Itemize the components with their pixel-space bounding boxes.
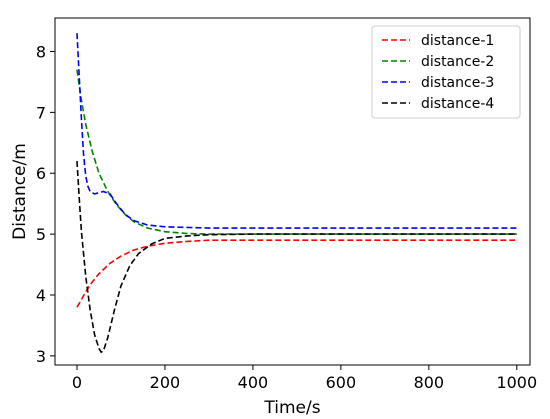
y-tick-label: 8 xyxy=(36,42,46,61)
y-tick-label: 4 xyxy=(36,286,46,305)
x-axis-label: Time/s xyxy=(263,398,320,418)
y-tick-label: 7 xyxy=(36,103,46,122)
series-line-distance-1 xyxy=(76,239,517,308)
legend-label: distance-4 xyxy=(421,96,494,112)
x-tick-label: 400 xyxy=(238,373,269,392)
x-tick-label: 600 xyxy=(326,373,357,392)
series-line-distance-4 xyxy=(76,161,517,354)
plot-frame xyxy=(54,17,531,366)
x-tick-label: 200 xyxy=(150,373,181,392)
y-tick-label: 3 xyxy=(36,347,46,366)
y-tick-label: 5 xyxy=(36,225,46,244)
y-tick-label: 6 xyxy=(36,164,46,183)
legend-label: distance-1 xyxy=(421,33,494,49)
series-line-distance-2 xyxy=(76,69,517,235)
y-axis-label: Distance/m xyxy=(10,143,30,240)
x-tick-label: 800 xyxy=(414,373,445,392)
legend-box xyxy=(371,25,521,119)
x-tick-label: 0 xyxy=(72,373,82,392)
x-tick-label: 1000 xyxy=(496,373,537,392)
series-line-distance-3 xyxy=(76,33,517,229)
legend-label: distance-2 xyxy=(421,54,494,70)
legend-label: distance-3 xyxy=(421,75,494,91)
